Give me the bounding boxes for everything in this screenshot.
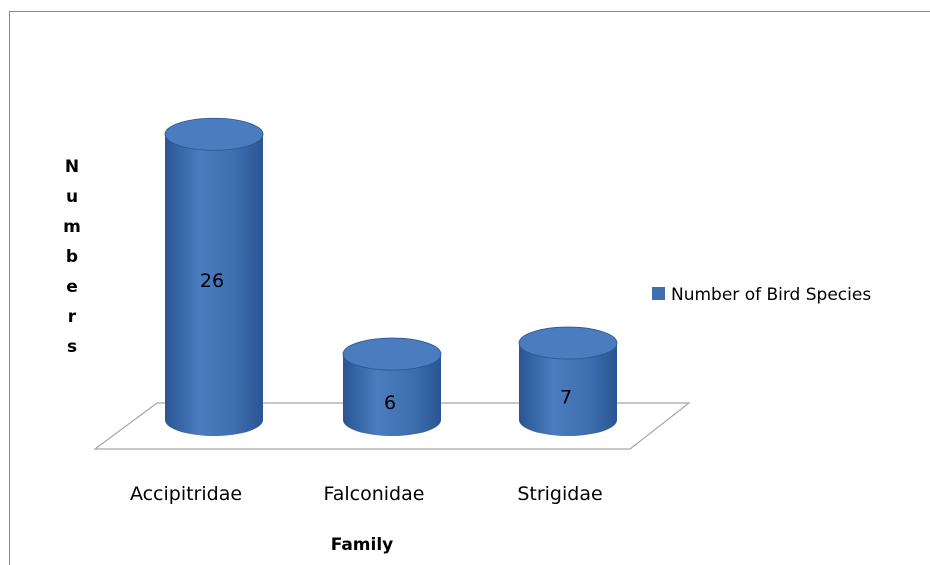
category-label: Strigidae: [517, 483, 602, 505]
y-axis-title-letter: N: [65, 157, 79, 177]
bar-top: [342, 337, 442, 371]
legend-label: Number of Bird Species: [671, 285, 871, 305]
legend: Number of Bird Species: [652, 285, 871, 305]
y-axis-title-letter: r: [68, 307, 77, 327]
y-axis-title-letter: e: [66, 277, 78, 297]
category-labels: Accipitridae Falconidae Strigidae: [130, 483, 603, 505]
bar-falconidae: 6: [342, 337, 442, 436]
bar-body: [519, 343, 617, 436]
bar-top: [518, 326, 618, 360]
category-label: Accipitridae: [130, 483, 242, 505]
bar-body: [165, 134, 263, 437]
y-axis-title-letter: u: [66, 187, 78, 207]
y-axis-title-letter: b: [66, 247, 78, 267]
y-axis-title-letter: m: [63, 217, 81, 237]
category-label: Falconidae: [324, 483, 425, 505]
bars-group: 26 6 7: [164, 117, 618, 437]
data-label: 6: [384, 392, 396, 414]
data-label: 26: [200, 270, 224, 292]
legend-swatch: [652, 287, 665, 300]
bar-body: [343, 354, 441, 436]
y-axis-title-letter: s: [67, 337, 77, 357]
x-axis-title: Family: [331, 535, 394, 555]
chart-border: [9, 11, 930, 565]
bar-strigidae: 7: [518, 326, 618, 436]
bar-accipitridae: 26: [164, 117, 264, 437]
data-label: 7: [560, 387, 572, 409]
bar-top: [164, 117, 264, 151]
